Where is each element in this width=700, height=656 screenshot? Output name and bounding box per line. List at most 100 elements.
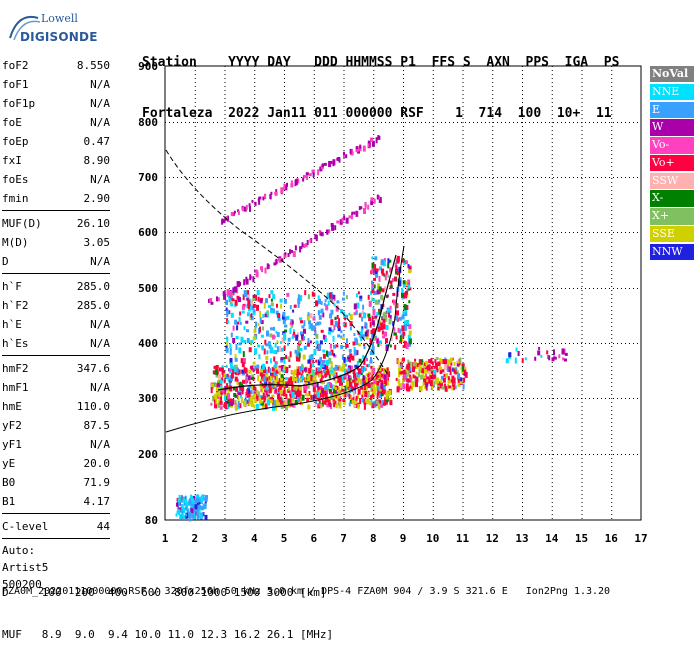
echo-pixel bbox=[399, 361, 403, 366]
grid-dot bbox=[432, 278, 434, 279]
grid-dot bbox=[453, 288, 454, 289]
grid-dot bbox=[611, 222, 613, 223]
echo-pixel bbox=[356, 350, 359, 356]
echo-pixel bbox=[241, 304, 245, 310]
echo-pixel bbox=[252, 298, 256, 301]
echo-pixel bbox=[370, 376, 374, 381]
grid-dot bbox=[284, 202, 285, 203]
echo-pixel bbox=[281, 314, 285, 320]
grid-dot bbox=[522, 94, 523, 95]
echo-pixel bbox=[441, 383, 443, 387]
grid-dot bbox=[343, 146, 345, 147]
grid-dot bbox=[343, 446, 345, 447]
grid-dot bbox=[441, 232, 442, 233]
grid-dot bbox=[343, 450, 345, 451]
echo-pixel bbox=[225, 309, 229, 315]
grid-dot bbox=[633, 398, 634, 399]
echo-pixel bbox=[251, 374, 255, 378]
grid-dot bbox=[385, 177, 386, 178]
grid-dot bbox=[194, 238, 196, 239]
echo-pixel bbox=[396, 271, 400, 276]
grid-dot bbox=[457, 343, 458, 344]
param-name: h`E bbox=[2, 318, 22, 331]
grid-dot bbox=[343, 150, 345, 151]
grid-dot bbox=[284, 258, 285, 259]
grid-dot bbox=[522, 334, 523, 335]
grid-dot bbox=[285, 122, 286, 123]
echo-pixel bbox=[180, 509, 184, 513]
grid-dot bbox=[189, 398, 190, 399]
echo-pixel bbox=[264, 389, 267, 393]
grid-dot bbox=[489, 177, 490, 178]
grid-dot bbox=[194, 174, 196, 175]
echo-pixel bbox=[409, 374, 412, 380]
grid-dot bbox=[254, 198, 256, 199]
grid-dot bbox=[403, 430, 404, 431]
grid-dot bbox=[549, 122, 550, 123]
grid-dot bbox=[581, 358, 583, 359]
grid-dot bbox=[492, 154, 494, 155]
grid-dot bbox=[433, 343, 434, 344]
echo-pixel bbox=[463, 372, 466, 376]
echo-pixel bbox=[183, 509, 186, 514]
legend: NoVal NNE E W Vo- Vo+ SSW X- X+ SSE NNW bbox=[650, 66, 694, 262]
grid-dot bbox=[492, 126, 494, 127]
grid-dot bbox=[343, 94, 345, 95]
echo-pixel bbox=[366, 386, 368, 390]
grid-dot bbox=[611, 350, 613, 351]
echo-pixel bbox=[247, 304, 250, 310]
echo-pixel bbox=[426, 379, 429, 383]
grid-dot bbox=[493, 288, 494, 289]
grid-dot bbox=[522, 282, 523, 283]
grid-dot bbox=[313, 98, 315, 99]
grid-dot bbox=[254, 286, 256, 287]
grid-dot bbox=[224, 334, 226, 335]
echo-pixel bbox=[389, 400, 393, 406]
grid-dot bbox=[284, 138, 285, 139]
echo-pixel bbox=[320, 363, 323, 370]
echo-pixel bbox=[316, 321, 320, 326]
param-value: 285.0 bbox=[76, 280, 110, 293]
grid-dot bbox=[313, 298, 315, 299]
echo-pixel bbox=[429, 380, 433, 387]
grid-dot bbox=[277, 454, 278, 455]
echo-pixel bbox=[303, 320, 306, 327]
echo-pixel bbox=[349, 349, 352, 354]
echo-pixel bbox=[259, 402, 262, 406]
echo-pixel bbox=[322, 353, 326, 359]
grid-dot bbox=[492, 302, 494, 303]
echo-pixel bbox=[356, 302, 360, 309]
echo-pixel bbox=[266, 350, 269, 355]
echo-pixel bbox=[233, 210, 236, 214]
grid-dot bbox=[513, 122, 514, 123]
grid-dot bbox=[329, 343, 330, 344]
grid-dot bbox=[313, 150, 315, 151]
grid-dot bbox=[181, 288, 182, 289]
grid-dot bbox=[522, 490, 523, 491]
grid-dot bbox=[194, 118, 196, 119]
echo-pixel bbox=[293, 369, 297, 375]
grid-dot bbox=[313, 122, 314, 123]
grid-dot bbox=[553, 288, 554, 289]
echo-pixel bbox=[380, 322, 384, 326]
echo-pixel bbox=[246, 294, 250, 298]
x-tick-label: 15 bbox=[575, 532, 588, 545]
grid-dot bbox=[432, 314, 434, 315]
echo-pixel bbox=[225, 307, 228, 311]
grid-dot bbox=[551, 70, 553, 71]
grid-dot bbox=[403, 490, 404, 491]
grid-dot bbox=[462, 510, 464, 511]
echo-pixel bbox=[415, 377, 419, 382]
grid-dot bbox=[529, 232, 530, 233]
grid-dot bbox=[284, 426, 285, 427]
grid-dot bbox=[313, 82, 315, 83]
grid-dot bbox=[284, 210, 285, 211]
grid-dot bbox=[325, 343, 326, 344]
grid-dot bbox=[373, 150, 375, 151]
grid-dot bbox=[403, 70, 404, 71]
grid-dot bbox=[492, 170, 494, 171]
grid-dot bbox=[201, 288, 202, 289]
grid-dot bbox=[589, 398, 590, 399]
echo-pixel bbox=[455, 367, 458, 371]
grid-dot bbox=[522, 210, 523, 211]
